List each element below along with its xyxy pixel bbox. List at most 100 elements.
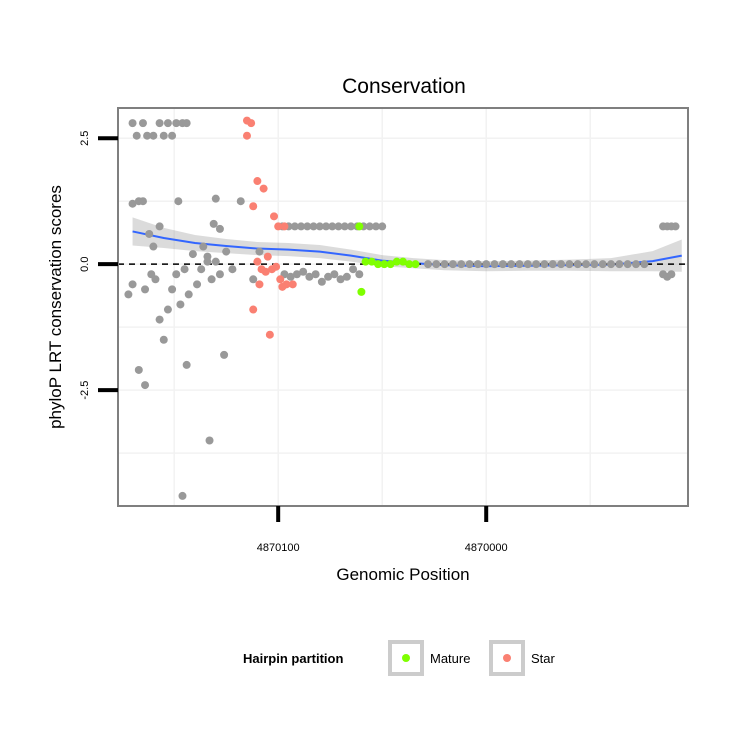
data-point-other (128, 280, 137, 289)
data-point-other (128, 199, 137, 208)
data-point-other (228, 265, 237, 274)
y-tick-label: 2.5 (79, 131, 91, 146)
data-point-other (440, 260, 449, 269)
data-point-other (448, 260, 457, 269)
data-point-other (290, 222, 299, 231)
data-point-other (322, 222, 331, 231)
data-point-other (540, 260, 549, 269)
data-point-mature (357, 287, 366, 296)
data-point-other (124, 290, 133, 299)
data-point-other (222, 247, 231, 256)
data-point-other (582, 260, 591, 269)
x-tick-label: 4870100 (257, 542, 300, 554)
data-point-other (149, 242, 158, 251)
y-tick-label: -2.5 (79, 381, 91, 400)
data-point-mature (386, 260, 395, 269)
data-point-other (482, 260, 491, 269)
data-point-other (182, 360, 191, 369)
data-point-star (288, 280, 297, 289)
data-point-other (184, 290, 193, 299)
data-point-other (523, 260, 532, 269)
data-point-other (303, 222, 312, 231)
data-point-other (346, 222, 355, 231)
data-point-mature (361, 257, 370, 266)
legend-marker-star (503, 654, 511, 662)
data-point-other (631, 260, 640, 269)
data-point-other (297, 222, 306, 231)
data-point-other (182, 119, 191, 128)
data-point-other (317, 277, 326, 286)
data-point-other (490, 260, 499, 269)
data-point-other (565, 260, 574, 269)
data-point-other (305, 272, 314, 281)
data-point-other (145, 229, 154, 238)
data-point-other (378, 222, 387, 231)
data-point-other (667, 270, 676, 279)
data-point-other (286, 272, 295, 281)
data-point-star (274, 222, 283, 231)
y-axis: 2.5 0.0 -2.5 (79, 131, 118, 400)
data-point-star (263, 252, 272, 261)
data-point-other (215, 270, 224, 279)
data-point-other (199, 242, 208, 251)
data-point-other (141, 381, 150, 390)
data-point-other (220, 350, 229, 359)
data-point-other (203, 257, 212, 266)
y-tick-label: 0.0 (79, 257, 91, 272)
data-point-other (141, 285, 150, 294)
data-point-other (138, 119, 147, 128)
data-point-other (211, 257, 220, 266)
data-point-other (134, 365, 143, 374)
data-point-mature (355, 222, 364, 231)
data-point-star (247, 119, 256, 128)
data-point-other (340, 222, 349, 231)
data-point-mature (399, 257, 407, 266)
data-point-other (355, 270, 364, 279)
data-point-other (207, 275, 216, 284)
data-point-star (272, 262, 281, 271)
data-point-star (255, 280, 264, 289)
x-axis-title: Genomic Position (336, 565, 469, 584)
data-point-other (423, 260, 432, 269)
data-point-other (143, 131, 152, 140)
data-point-other (324, 272, 333, 281)
data-point-other (193, 280, 202, 289)
data-point-star (242, 131, 251, 140)
data-point-other (598, 260, 607, 269)
chart-title: Conservation (342, 75, 466, 98)
data-point-other (315, 222, 324, 231)
data-point-other (128, 119, 137, 128)
data-point-other (211, 194, 220, 203)
data-point-other (168, 131, 177, 140)
data-point-other (155, 119, 164, 128)
data-point-other (178, 491, 187, 500)
data-point-other (163, 119, 172, 128)
data-point-other (159, 335, 168, 344)
data-point-star (280, 222, 289, 231)
data-point-other (255, 247, 264, 256)
plot-background (118, 108, 688, 506)
data-point-other (172, 119, 181, 128)
data-point-other (249, 275, 258, 284)
legend: Hairpin partition Mature Star (243, 640, 556, 676)
data-point-other (432, 260, 441, 269)
data-point-other (548, 260, 557, 269)
data-point-other (309, 222, 318, 231)
data-point-other (615, 260, 624, 269)
data-point-other (176, 300, 185, 309)
data-point-star (253, 177, 262, 186)
data-point-other (215, 224, 224, 233)
data-point-star (261, 267, 270, 276)
legend-label-mature: Mature (430, 651, 470, 666)
data-point-other (209, 219, 218, 228)
data-point-other (311, 270, 320, 279)
data-point-other (573, 260, 582, 269)
data-point-other (159, 131, 168, 140)
data-point-mature (411, 260, 420, 269)
data-point-other (205, 436, 214, 445)
data-point-star (270, 212, 279, 221)
data-point-mature (374, 260, 383, 269)
data-point-mature (367, 257, 376, 266)
data-point-other (590, 260, 599, 269)
